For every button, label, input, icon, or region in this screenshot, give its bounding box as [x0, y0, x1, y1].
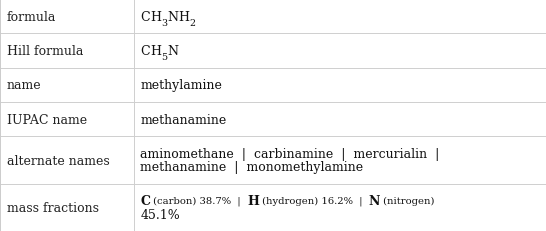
Text: C: C [140, 11, 150, 24]
Text: (carbon) 38.7%  |: (carbon) 38.7% | [150, 196, 247, 205]
Text: formula: formula [7, 11, 56, 24]
Text: methanamine: methanamine [140, 113, 227, 126]
Text: N: N [167, 11, 178, 24]
Bar [0, 68, 134, 103]
Bar [134, 137, 546, 184]
Text: H: H [150, 11, 161, 24]
Bar [134, 103, 546, 137]
Text: methylamine: methylamine [140, 79, 222, 92]
Text: H: H [247, 194, 259, 207]
Text: IUPAC name: IUPAC name [7, 113, 87, 126]
Text: C: C [140, 45, 150, 58]
Text: alternate names: alternate names [7, 154, 109, 167]
Bar [134, 0, 546, 34]
Bar [0, 34, 134, 68]
Text: aminomethane  |  carbinamine  |  mercurialin  |: aminomethane | carbinamine | mercurialin… [140, 147, 440, 160]
Text: H: H [150, 45, 161, 58]
Bar [134, 68, 546, 103]
Bar [0, 0, 134, 34]
Bar [134, 184, 546, 231]
Text: 5: 5 [161, 53, 167, 62]
Text: N: N [167, 45, 178, 58]
Text: mass fractions: mass fractions [7, 201, 98, 214]
Text: 3: 3 [161, 19, 167, 28]
Text: (hydrogen) 16.2%  |: (hydrogen) 16.2% | [259, 196, 369, 205]
Bar [134, 34, 546, 68]
Text: 45.1%: 45.1% [140, 208, 180, 221]
Bar [0, 103, 134, 137]
Text: Hill formula: Hill formula [7, 45, 83, 58]
Text: N: N [369, 194, 380, 207]
Text: (nitrogen): (nitrogen) [380, 196, 435, 205]
Bar [0, 184, 134, 231]
Text: C: C [140, 194, 150, 207]
Bar [0, 137, 134, 184]
Text: methanamine  |  monomethylamine: methanamine | monomethylamine [140, 161, 364, 173]
Text: name: name [7, 79, 41, 92]
Text: H: H [178, 11, 189, 24]
Text: 2: 2 [189, 19, 195, 28]
